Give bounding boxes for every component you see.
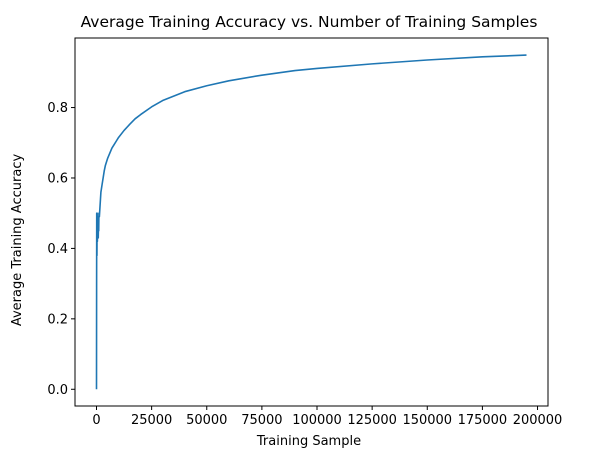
y-tick-label: 0.2 — [47, 312, 68, 327]
x-tick-label: 75000 — [241, 413, 282, 428]
axes-frame — [74, 37, 549, 407]
x-tick-label: 25000 — [131, 413, 172, 428]
chart-title: Average Training Accuracy vs. Number of … — [81, 13, 538, 31]
series-layer — [95, 54, 527, 390]
y-tick-label: 0.6 — [47, 171, 68, 186]
x-tick-label: 100000 — [292, 413, 342, 428]
y-axis-label: Average Training Accuracy — [10, 154, 25, 327]
y-tick-label: 0.8 — [47, 101, 68, 116]
plot-area — [74, 37, 549, 407]
x-tick-label: 0 — [92, 413, 100, 428]
y-tick-label: 0.4 — [47, 242, 68, 257]
series-line-0 — [95, 54, 527, 390]
x-tick-label: 125000 — [347, 413, 397, 428]
y-axis: 0.0 0.2 0.4 0.6 0.8 — [47, 101, 75, 398]
x-tick-label: 175000 — [458, 413, 508, 428]
x-tick-label: 50000 — [186, 413, 227, 428]
x-axis-label: Training Sample — [256, 434, 361, 449]
x-tick-label: 200000 — [513, 413, 563, 428]
x-axis: 0 25000 50000 75000 100000 125000 150000 175000… — [92, 406, 562, 428]
x-tick-label: 150000 — [402, 413, 452, 428]
y-tick-label: 0.0 — [47, 383, 68, 398]
